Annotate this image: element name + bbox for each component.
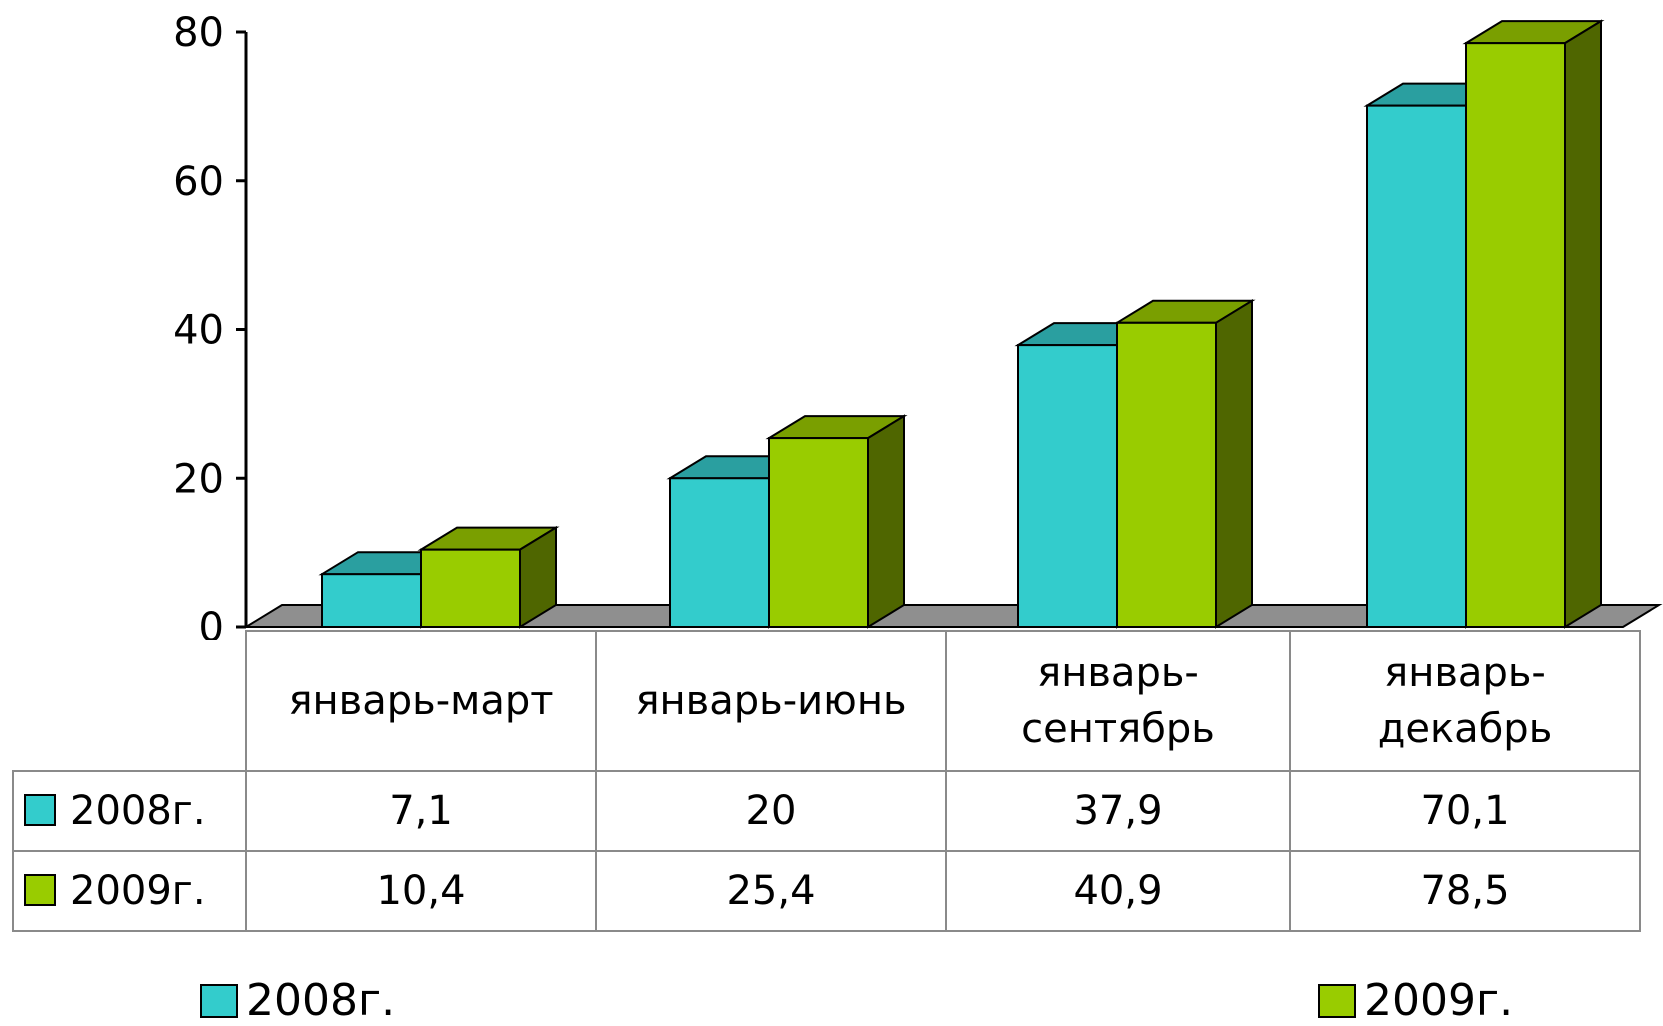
bar-side-face (1215, 299, 1253, 629)
series-name: 2008г. (70, 788, 206, 834)
y-tick-label: 20 (173, 456, 224, 502)
series-swatch-2008 (24, 794, 56, 826)
bar-side-face (867, 414, 905, 629)
bar-front-face (768, 437, 869, 628)
y-tick-label: 40 (173, 308, 224, 354)
y-tick-label: 60 (173, 159, 224, 205)
bar-front-face (420, 548, 521, 629)
bar-front-face (1465, 42, 1566, 628)
table-value-cell: 20 (595, 770, 947, 852)
y-tick-label: 0 (199, 605, 224, 640)
table-series-cell: 2009г. (12, 850, 247, 932)
table-value-cell: 70,1 (1289, 770, 1641, 852)
bar-side-face (1564, 19, 1602, 629)
category-label-line: декабрь (1377, 706, 1553, 752)
table-corner (13, 631, 246, 771)
bar (765, 414, 908, 629)
legend-swatch-2008 (200, 983, 238, 1018)
bar (417, 525, 560, 629)
table-row-2008: 2008г. 7,1 20 37,9 70,1 (12, 770, 1641, 852)
category-label-line: январь- (1037, 650, 1199, 696)
legend-item-2009: 2009г. (1318, 975, 1513, 1026)
bar-front-face (1017, 344, 1118, 628)
legend-label: 2008г. (246, 975, 396, 1026)
bar (1113, 299, 1256, 629)
bar-front-face (1116, 321, 1217, 628)
table-category-cell: январь- декабрь (1289, 630, 1641, 772)
category-label-line: январь-март (288, 678, 554, 724)
table-category-cell: январь-март (245, 630, 597, 772)
category-label-line: январь- (1384, 650, 1546, 696)
series-swatch-2009 (24, 874, 56, 906)
legend-label: 2009г. (1364, 975, 1514, 1026)
table-category-cell: январь-июнь (595, 630, 947, 772)
table-series-cell: 2008г. (12, 770, 247, 852)
bar-front-face (669, 477, 770, 628)
table-value-cell: 25,4 (595, 850, 947, 932)
table-value-cell: 78,5 (1289, 850, 1641, 932)
table-value-cell: 10,4 (245, 850, 597, 932)
table-row-2009: 2009г. 10,4 25,4 40,9 78,5 (12, 850, 1641, 932)
legend-item-2008: 2008г. (200, 975, 395, 1026)
category-label-line: сентябрь (1021, 706, 1215, 752)
bar-front-face (321, 573, 422, 628)
table-value-cell: 7,1 (245, 770, 597, 852)
table-value-cell: 40,9 (945, 850, 1291, 932)
series-name: 2009г. (70, 868, 206, 914)
table-category-cell: январь- сентябрь (945, 630, 1291, 772)
bar-chart: 0 20 40 60 80 (173, 10, 1663, 640)
category-label-line: январь-июнь (635, 678, 907, 724)
table-value-cell: 37,9 (945, 770, 1291, 852)
y-tick-label: 80 (173, 10, 224, 56)
legend-swatch-2009 (1318, 983, 1356, 1018)
bar (1462, 19, 1605, 629)
bar-front-face (1366, 104, 1467, 629)
table-header-row: январь-март январь-июнь январь- сентябрь… (13, 630, 1641, 772)
data-table: январь-март январь-июнь январь- сентябрь… (12, 630, 1641, 932)
